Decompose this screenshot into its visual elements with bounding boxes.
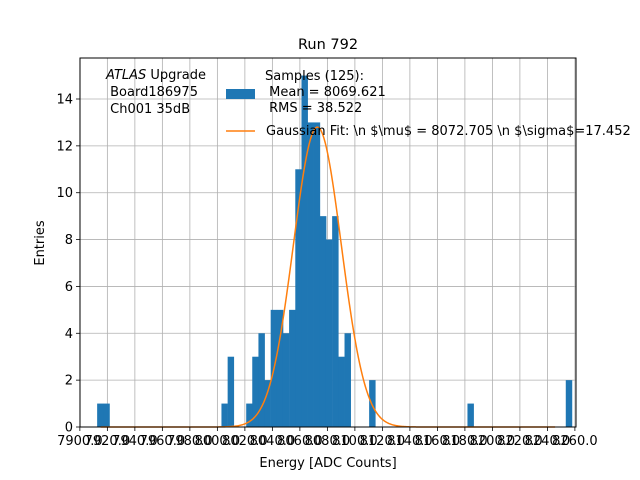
- x-tick-label-10: 8100.0: [332, 434, 378, 449]
- x-tick-label-2: 7940.0: [112, 434, 158, 449]
- histogram-bar-7: [264, 380, 271, 427]
- histogram-bar-5: [252, 356, 259, 427]
- legend-histogram-line-0: Samples (125):: [265, 69, 364, 84]
- histogram-bar-14: [307, 122, 314, 427]
- histogram-bar-2: [221, 403, 228, 427]
- histogram-bar-4: [246, 403, 253, 427]
- atlas-annotation: ATLAS Upgrade Board186975 Ch001 35dB: [105, 68, 206, 117]
- histogram-bar-6: [258, 333, 265, 427]
- x-tick-label-12: 8140.0: [387, 434, 433, 449]
- x-tick-label-8: 8060.0: [277, 434, 323, 449]
- x-tick-label-0: 7900.0: [57, 434, 103, 449]
- legend-histogram-line-1: Mean = 8069.621: [265, 85, 386, 100]
- x-axis-label: Energy [ADC Counts]: [259, 456, 396, 471]
- y-tick-label-3: 6: [65, 280, 73, 295]
- annotation-channel: Ch001 35dB: [106, 102, 190, 117]
- histogram-bar-18: [332, 216, 339, 427]
- legend: Samples (125): Mean = 8069.621 RMS = 38.…: [226, 69, 631, 139]
- svg-text:ATLAS Upgrade: ATLAS Upgrade: [105, 68, 206, 83]
- histogram-bar-20: [344, 333, 351, 427]
- legend-histogram-line-2: RMS = 38.522: [265, 101, 362, 116]
- histogram-bar-3: [227, 356, 235, 427]
- histogram-bar-11: [289, 309, 296, 427]
- x-tick-label-3: 7960.0: [140, 434, 186, 449]
- x-tick-label-7: 8040.0: [250, 434, 296, 449]
- histogram-bar-9: [276, 309, 284, 427]
- y-axis-ticks: 0 2 4 6 8 10 12 14: [56, 93, 80, 436]
- histogram-bar-16: [319, 216, 327, 427]
- histogram-bar-23: [565, 380, 573, 427]
- histogram-bar-22: [467, 403, 474, 427]
- x-tick-label-17: 8240.0: [525, 434, 571, 449]
- histogram-bar-12: [295, 169, 302, 428]
- x-tick-label-1: 7920.0: [85, 434, 131, 449]
- histogram-bar-0: [97, 403, 104, 427]
- y-tick-label-2: 4: [65, 327, 73, 342]
- y-tick-label-1: 2: [65, 374, 73, 389]
- x-tick-label-13: 8160.0: [415, 434, 461, 449]
- y-tick-label-4: 8: [65, 233, 73, 248]
- annotation-atlas: ATLAS: [105, 68, 146, 83]
- annotation-board: Board186975: [106, 85, 198, 100]
- x-tick-label-15: 8200.0: [470, 434, 516, 449]
- y-tick-label-6: 12: [56, 139, 73, 154]
- legend-histogram-swatch: [226, 89, 255, 99]
- x-tick-label-4: 7980.0: [167, 434, 213, 449]
- histogram-bar-1: [103, 403, 110, 427]
- histogram-bar-10: [282, 333, 290, 427]
- histogram-bars: [97, 75, 573, 428]
- histogram-bar-17: [325, 239, 333, 427]
- x-axis-ticks: 7900.07920.07940.07960.07980.08000.08020…: [57, 427, 598, 449]
- x-tick-label-16: 8220.0: [497, 434, 543, 449]
- x-tick-label-6: 8020.0: [222, 434, 268, 449]
- x-tick-label-18: 8260.0: [552, 434, 598, 449]
- x-tick-label-5: 8000.0: [195, 434, 241, 449]
- plot-frame: [79, 57, 577, 428]
- legend-histogram-label: Samples (125): Mean = 8069.621 RMS = 38.…: [265, 69, 386, 116]
- y-axis-label: Entries: [33, 220, 48, 266]
- legend-fit-label: Gaussian Fit: \n $\mu$ = 8072.705 \n $\s…: [266, 124, 631, 139]
- histogram-bar-15: [313, 122, 321, 427]
- x-tick-label-14: 8180.0: [442, 434, 488, 449]
- y-tick-label-5: 10: [56, 186, 73, 201]
- y-tick-label-0: 0: [65, 421, 73, 436]
- y-tick-label-7: 14: [56, 93, 73, 108]
- x-tick-label-9: 8080.0: [305, 434, 351, 449]
- x-tick-label-11: 8120.0: [360, 434, 406, 449]
- chart-title: Run 792: [298, 37, 358, 53]
- annotation-upgrade: Upgrade: [146, 68, 206, 83]
- histogram-bar-19: [338, 356, 345, 427]
- histogram-bar-13: [301, 75, 308, 428]
